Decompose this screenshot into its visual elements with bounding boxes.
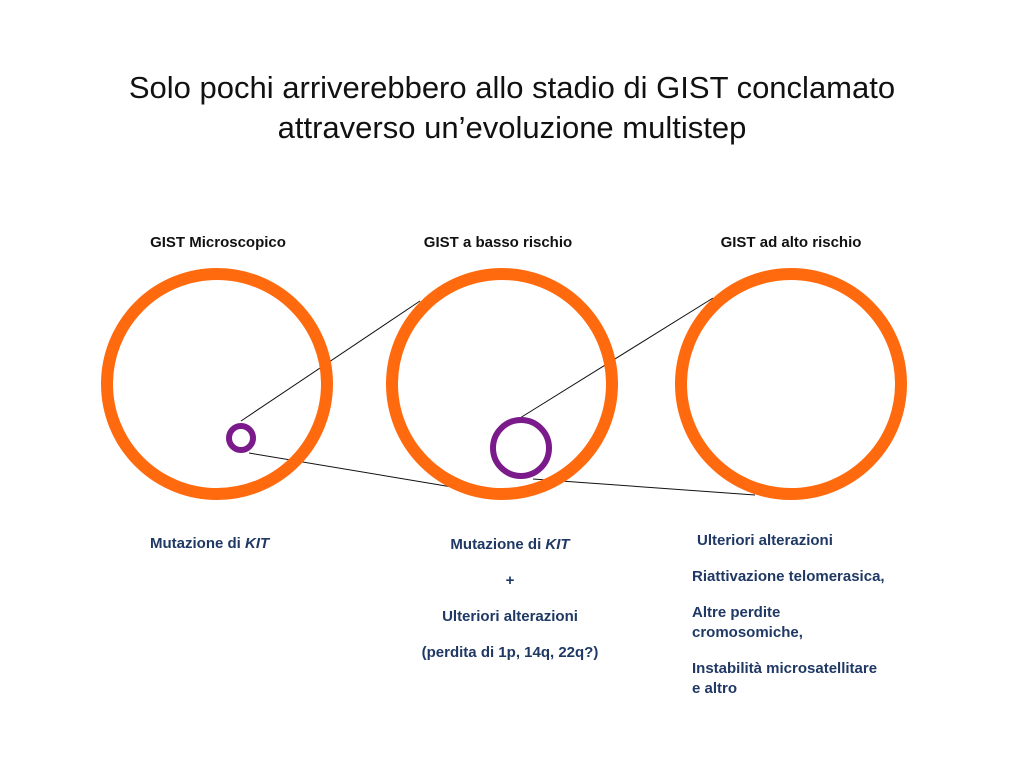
stage3-item-telomerase: Riattivazione telomerasica, [692,568,885,585]
stage-label-high-risk: GIST ad alto rischio [720,234,862,251]
stage1-mutation-prefix: Mutazione di [150,535,245,552]
small-lesion-circle [226,423,256,453]
stage2-chromosome-losses: (perdita di 1p, 14q, 22q?) [421,644,599,661]
low-risk-gist-circle [386,268,618,500]
stage3-heading: Ulteriori alterazioni [697,532,833,549]
medium-lesion-circle [490,417,552,479]
stage3-item-chromosomal-a: Altre perdite [692,604,781,621]
stage3-item-instability-b: e altro [692,680,738,697]
stage2-description: Mutazione di KIT + Ulteriori alterazioni… [390,535,630,663]
connector-line-2-bottom [532,478,756,496]
stage1-kit-gene: KIT [245,535,270,552]
slide-title: Solo pochi arriverebbero allo stadio di … [60,68,964,148]
stage1-description: Mutazione di KIT [150,534,269,554]
slide-title-line-1: Solo pochi arriverebbero allo stadio di … [128,70,896,105]
stage3-item-instability-a: Instabilità microsatellitare [692,660,878,677]
connector-line-1-bottom [248,452,453,488]
microscopic-gist-circle [101,268,333,500]
connector-line-2-top [519,297,714,419]
stage3-item-chromosomal-b: cromosomiche, [692,624,803,641]
stage2-plus: + [505,572,515,589]
stage2-kit-gene: KIT [545,536,570,553]
stage3-description: Ulteriori alterazioni Riattivazione telo… [692,531,932,699]
stage2-mutation-prefix: Mutazione di [450,536,546,553]
high-risk-gist-circle [675,268,907,500]
stage-label-microscopic: GIST Microscopico [150,234,286,251]
stage2-further-alterations: Ulteriori alterazioni [442,608,578,625]
stage-label-low-risk: GIST a basso rischio [423,234,573,251]
slide-title-line-2: attraverso un’evoluzione multistep [277,110,747,145]
